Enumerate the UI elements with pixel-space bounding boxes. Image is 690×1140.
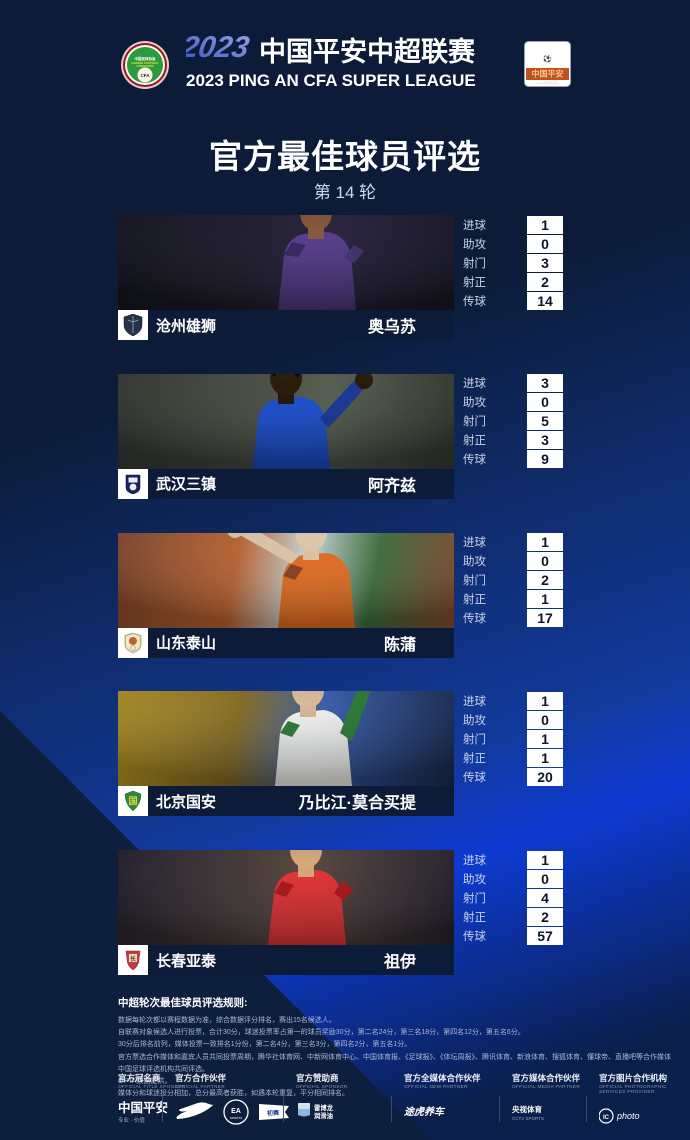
- svg-text:CHINESE FOOTBALL: CHINESE FOOTBALL: [131, 61, 159, 65]
- svg-text:央视体育: 央视体育: [512, 1104, 542, 1114]
- svg-text:中国平安: 中国平安: [118, 1100, 168, 1115]
- svg-text:EA: EA: [231, 1108, 241, 1115]
- svg-text:中国足球协会: 中国足球协会: [135, 56, 156, 61]
- svg-text:2023 PING AN CFA SUPER LEAGUE: 2023 PING AN CFA SUPER LEAGUE: [186, 71, 476, 90]
- svg-text:润滑油: 润滑油: [314, 1111, 333, 1120]
- svg-text:SPORTS: SPORTS: [230, 1116, 242, 1120]
- svg-text:雷博龙: 雷博龙: [314, 1103, 334, 1112]
- svg-text:IC: IC: [603, 1115, 610, 1121]
- svg-text:2023年赛程赛程: 2023年赛程赛程: [537, 80, 559, 85]
- svg-text:中国平安中超联赛: 中国平安中超联赛: [259, 36, 476, 67]
- svg-text:photo: photo: [616, 1111, 640, 1121]
- svg-text:2023: 2023: [186, 31, 252, 64]
- svg-text:中国平安: 中国平安: [532, 69, 564, 79]
- svg-text:CCTV SPORTS: CCTV SPORTS: [512, 1116, 544, 1121]
- svg-text:CFA: CFA: [141, 73, 151, 78]
- svg-text:专业 · 价值: 专业 · 价值: [118, 1116, 145, 1124]
- svg-text:⚽: ⚽: [542, 54, 552, 63]
- svg-text:途虎养车: 途虎养车: [404, 1106, 446, 1118]
